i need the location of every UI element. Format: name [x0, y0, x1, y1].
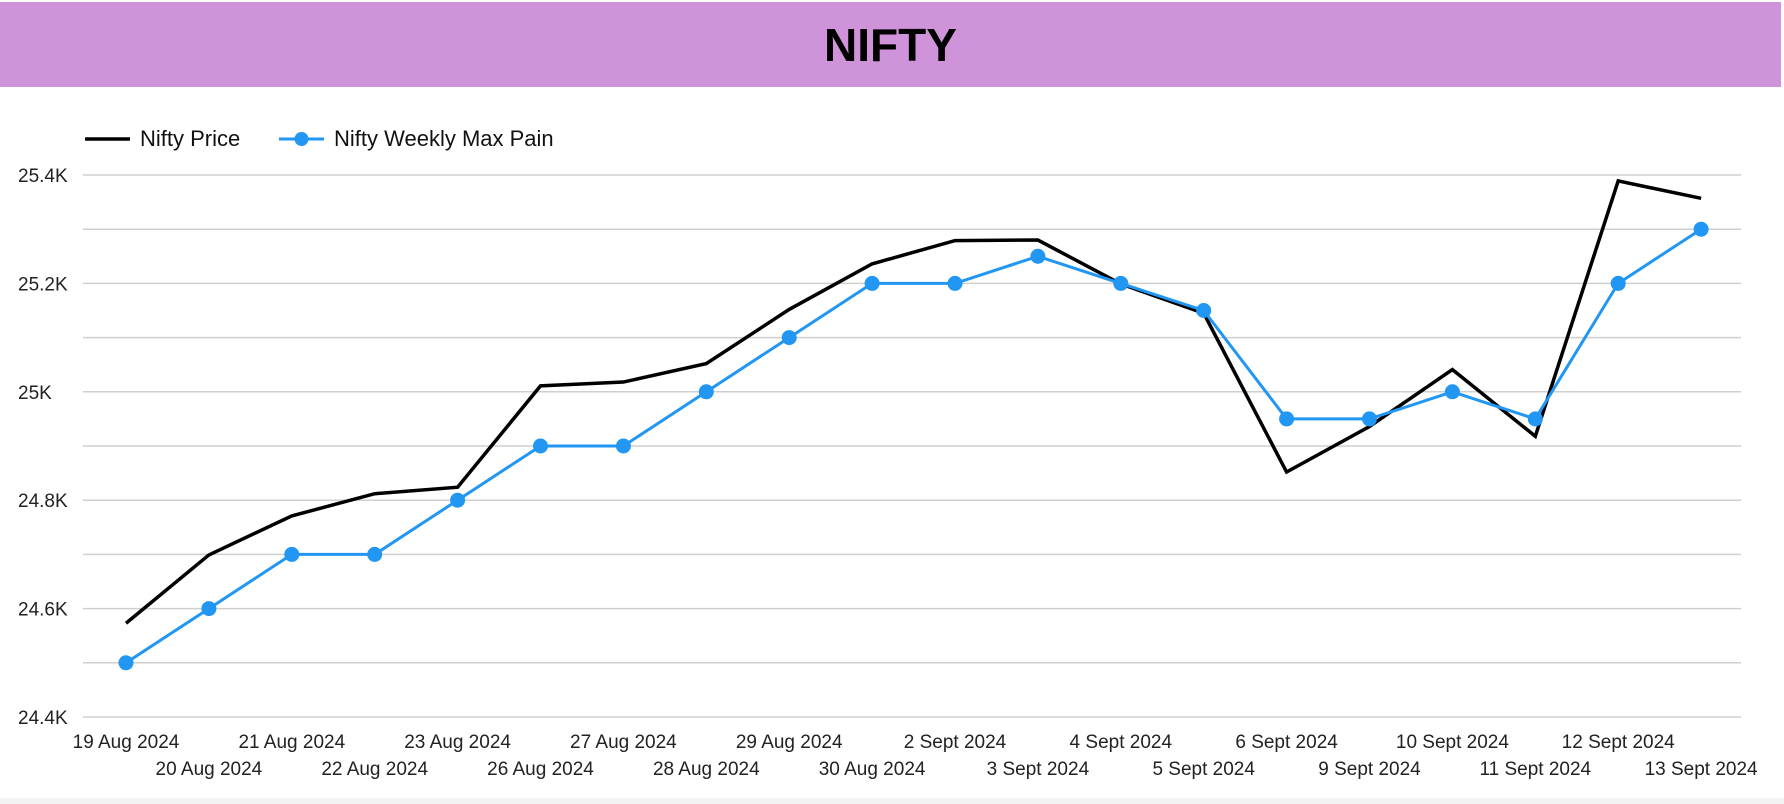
data-point[interactable]: [615, 438, 631, 454]
legend-label-price: Nifty Price: [140, 126, 240, 151]
legend-item-price[interactable]: Nifty Price: [85, 126, 240, 151]
data-point[interactable]: [1196, 303, 1212, 318]
y-tick-label: 25K: [18, 383, 52, 404]
title-bar: NIFTY: [0, 2, 1781, 87]
data-point[interactable]: [533, 438, 548, 454]
data-point[interactable]: [1444, 384, 1460, 400]
x-tick-label: 23 Aug 2024: [404, 732, 511, 753]
data-point[interactable]: [947, 275, 963, 291]
legend: Nifty Price Nifty Weekly Max Pain: [85, 126, 554, 151]
x-tick-label: 6 Sept 2024: [1235, 732, 1338, 753]
series-layer: [118, 178, 1709, 671]
data-point[interactable]: [1610, 275, 1626, 291]
data-point[interactable]: [1362, 411, 1377, 427]
grid-lines: [83, 174, 1741, 718]
data-point[interactable]: [864, 275, 880, 291]
data-point[interactable]: [1113, 275, 1129, 291]
x-tick-label: 9 Sept 2024: [1318, 759, 1421, 780]
series-line: [125, 227, 1702, 665]
x-tick-label: 29 Aug 2024: [736, 732, 843, 753]
x-tick-label: 20 Aug 2024: [156, 759, 263, 780]
data-point[interactable]: [1693, 221, 1709, 237]
data-point[interactable]: [201, 601, 217, 617]
legend-marker-max-pain: [294, 132, 309, 146]
y-tick-label: 25.4K: [18, 166, 68, 187]
x-tick-label: 5 Sept 2024: [1152, 759, 1255, 780]
x-axis: 19 Aug 2024 20 Aug 2024 21 Aug 2024 22 Aug …: [73, 732, 1758, 780]
x-tick-label: 13 Sept 2024: [1645, 759, 1758, 780]
y-tick-label: 25.2K: [18, 274, 68, 295]
x-tick-label: 30 Aug 2024: [819, 759, 926, 780]
data-point[interactable]: [118, 655, 134, 671]
data-point[interactable]: [1279, 411, 1295, 427]
x-tick-label: 27 Aug 2024: [570, 732, 677, 753]
data-point[interactable]: [450, 492, 466, 508]
series-line: [124, 178, 1702, 625]
data-point[interactable]: [698, 384, 714, 400]
data-point[interactable]: [284, 546, 300, 562]
x-tick-label: 21 Aug 2024: [238, 732, 345, 753]
y-tick-label: 24.8K: [18, 491, 68, 512]
x-tick-label: 12 Sept 2024: [1562, 732, 1675, 753]
legend-item-max-pain[interactable]: Nifty Weekly Max Pain: [279, 126, 554, 151]
data-point[interactable]: [781, 330, 797, 346]
x-tick-label: 26 Aug 2024: [487, 759, 594, 780]
x-tick-label: 10 Sept 2024: [1396, 732, 1509, 753]
x-tick-label: 2 Sept 2024: [904, 732, 1007, 753]
legend-label-max-pain: Nifty Weekly Max Pain: [334, 126, 554, 151]
x-tick-label: 3 Sept 2024: [987, 759, 1090, 780]
data-point[interactable]: [1527, 411, 1543, 427]
series-nifty-price: [124, 178, 1702, 625]
series-weekly-max-pain: [118, 221, 1709, 671]
chart-title: NIFTY: [824, 18, 957, 71]
x-tick-label: 22 Aug 2024: [321, 759, 428, 780]
x-tick-label: 11 Sept 2024: [1479, 759, 1591, 780]
y-tick-label: 24.6K: [18, 600, 68, 621]
x-tick-label: 19 Aug 2024: [73, 732, 180, 753]
x-tick-label: 28 Aug 2024: [653, 759, 760, 780]
y-axis: 24.4K 24.6K 24.8K 25K 25.2K 25.4K: [18, 166, 68, 729]
x-tick-label: 4 Sept 2024: [1070, 732, 1173, 753]
y-tick-label: 24.4K: [18, 708, 68, 729]
data-point[interactable]: [367, 546, 383, 562]
data-point[interactable]: [1030, 248, 1046, 264]
